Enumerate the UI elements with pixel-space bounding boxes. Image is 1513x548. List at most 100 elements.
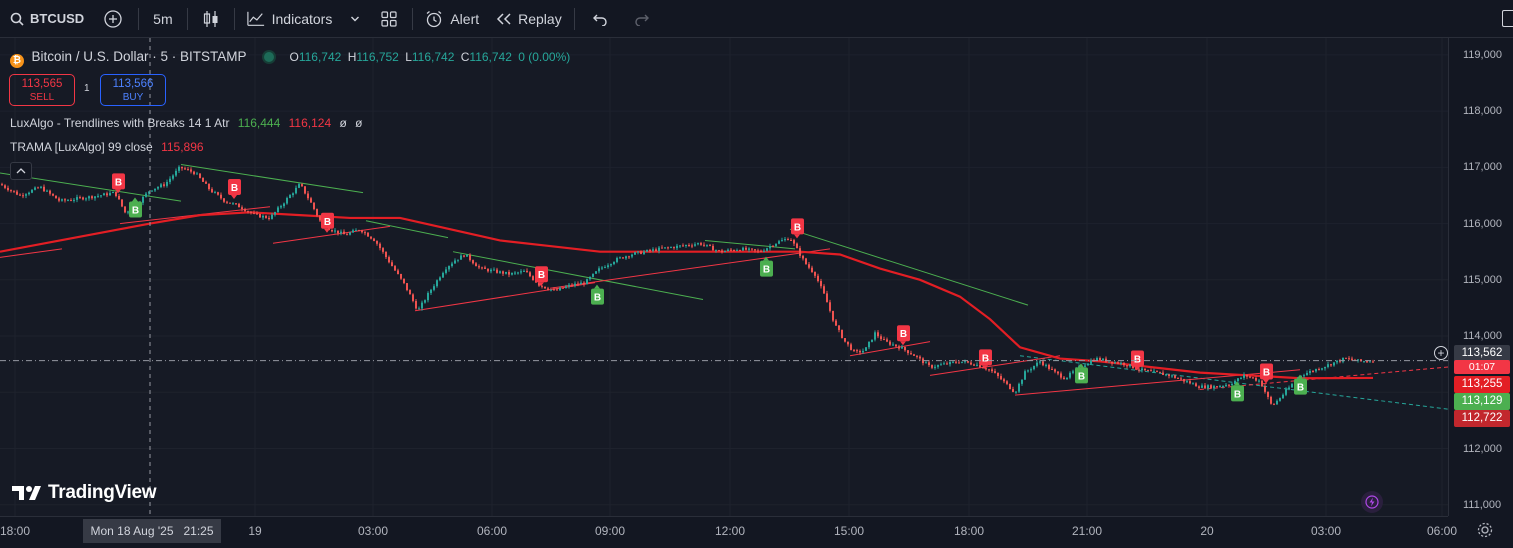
upper-trendline — [365, 220, 449, 239]
candle-body — [307, 193, 309, 199]
candle-body — [280, 206, 282, 208]
tradingview-logo[interactable]: TradingView — [12, 482, 157, 504]
settings-button[interactable] — [1476, 521, 1494, 539]
candle-body — [1237, 378, 1239, 382]
candle-body — [382, 248, 384, 252]
candle-body — [25, 194, 27, 196]
price-chart[interactable]: B B B B B B B B B B B B B B B — [0, 38, 1448, 516]
candle-body — [952, 361, 954, 363]
indicator-value: 116,444 — [237, 116, 281, 130]
candle-body — [286, 198, 288, 204]
sell-label: SELL — [29, 92, 55, 103]
candle-body — [871, 339, 873, 342]
candle-body — [340, 231, 342, 234]
crosshair — [0, 38, 1448, 516]
candle-body — [1192, 383, 1194, 385]
candle-body — [1045, 364, 1047, 366]
open-value: 116,742 — [298, 50, 342, 64]
candle-body — [1231, 384, 1233, 386]
watermark-text: TradingView — [48, 482, 157, 503]
divider — [573, 7, 575, 30]
candle-body — [1216, 386, 1218, 388]
candle-body — [955, 361, 957, 363]
candle-body — [1351, 358, 1353, 360]
indicator-value: ø — [339, 116, 347, 130]
chart-pane[interactable]: B B B B B B B B B B B B B B B ₿ Bitcoin / U.S. Dollar … — [0, 38, 1448, 516]
indicators-button[interactable]: Indicators — [239, 0, 341, 37]
time-axis[interactable]: 18:00 19 03:00 06:00 09:00 12:00 15:00 18:00 21:… — [0, 516, 1457, 548]
collapse-legend-button[interactable] — [10, 162, 32, 180]
break-down-signal: B — [1231, 381, 1244, 402]
lightning-icon — [1365, 495, 1379, 509]
candle-body — [586, 279, 588, 285]
candle-body — [1129, 364, 1131, 367]
candle-body — [961, 361, 963, 363]
signal-pointer — [763, 256, 769, 261]
add-alert-plus-icon[interactable]: + — [1434, 346, 1448, 360]
signal-box — [591, 288, 604, 305]
candle-body — [232, 203, 234, 205]
symbol-legend[interactable]: ₿ Bitcoin / U.S. Dollar · 5 · BITSTAMP O… — [10, 49, 570, 68]
sell-button[interactable]: 113,565 SELL — [9, 74, 75, 106]
alert-button[interactable]: Alert — [417, 0, 487, 37]
indicator-name: TRAMA [LuxAlgo] 99 close — [10, 140, 153, 154]
break-up-signal: B — [535, 266, 548, 287]
candle-body — [1066, 377, 1068, 380]
candle-body — [592, 273, 594, 277]
divider — [186, 7, 188, 30]
redo-button[interactable] — [621, 0, 663, 37]
candle-body — [373, 238, 375, 242]
indicator-legend-trama[interactable]: TRAMA [LuxAlgo] 99 close 115,896 — [10, 140, 204, 154]
candle-body — [1333, 362, 1335, 366]
break-up-signal: B — [979, 349, 992, 370]
candle-body — [85, 198, 87, 200]
undo-button[interactable] — [579, 0, 621, 37]
candle-body — [673, 247, 675, 249]
buy-button[interactable]: 113,566 BUY — [100, 74, 166, 106]
lightning-badge-button[interactable] — [1361, 491, 1383, 513]
candle-body — [1207, 385, 1209, 389]
candle-body — [718, 250, 720, 252]
candle-body — [1276, 400, 1278, 405]
replay-button[interactable]: Replay — [487, 0, 570, 37]
indicators-dropdown[interactable] — [340, 0, 370, 37]
candle-body — [64, 199, 66, 201]
candle-body — [907, 350, 909, 354]
candle-body — [523, 270, 525, 272]
candle-body — [721, 250, 723, 253]
chart-type-button[interactable] — [192, 0, 230, 37]
search-icon — [8, 10, 26, 28]
candle-body — [184, 168, 186, 170]
indicators-label: Indicators — [271, 10, 333, 27]
compare-button[interactable] — [92, 0, 134, 37]
time-tick-label: 18:00 — [953, 524, 985, 538]
candle-body — [505, 271, 507, 274]
candle-body — [1021, 379, 1023, 384]
candle-body — [1183, 378, 1185, 382]
break-up-signal: B — [321, 212, 334, 233]
signal-label: B — [1297, 383, 1304, 394]
spread-value: 1 — [84, 83, 90, 94]
candle-body — [622, 257, 624, 259]
time-tick-label: 19 — [248, 524, 262, 538]
candle-body — [1, 184, 3, 186]
interval-button[interactable]: 5m — [153, 10, 173, 27]
symbol-search[interactable]: BTCUSD — [0, 0, 92, 37]
candle-body — [1201, 385, 1203, 388]
candle-body — [1030, 369, 1032, 371]
signal-pointer — [324, 228, 330, 233]
candle-body — [196, 173, 198, 175]
close-value: 116,742 — [469, 50, 512, 64]
signal-pointer — [1234, 381, 1240, 386]
price-axis[interactable]: 119,000 118,000 117,000 116,000 115,000 114,0… — [1448, 38, 1513, 516]
upper-trendline — [789, 228, 1029, 306]
templates-button[interactable] — [370, 0, 408, 37]
break-down-signal: B — [1294, 374, 1307, 395]
candle-body — [13, 190, 15, 192]
high-label: H — [347, 50, 357, 64]
candle-body — [34, 187, 36, 190]
candle-body — [583, 282, 585, 285]
candle-body — [832, 310, 834, 321]
fullscreen-button[interactable] — [1502, 10, 1513, 27]
indicator-legend-trendlines[interactable]: LuxAlgo - Trendlines with Breaks 14 1 At… — [10, 116, 363, 130]
